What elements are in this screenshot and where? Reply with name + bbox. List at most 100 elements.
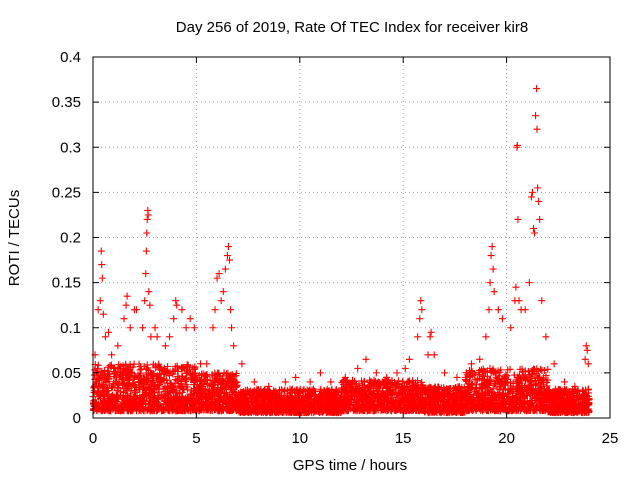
data-point	[384, 404, 392, 412]
data-point	[301, 394, 309, 402]
data-point	[153, 333, 161, 341]
data-point	[346, 380, 354, 388]
data-point	[90, 387, 98, 395]
data-point	[100, 387, 108, 395]
data-point	[153, 384, 161, 392]
data-point	[377, 407, 385, 415]
data-point	[418, 378, 426, 386]
data-point	[366, 378, 374, 386]
data-point	[149, 360, 157, 368]
data-point	[171, 395, 179, 403]
data-point	[396, 406, 404, 414]
data-point	[95, 377, 103, 385]
y-tick-label: 0.35	[52, 94, 81, 111]
data-point	[232, 370, 240, 378]
data-point	[399, 378, 407, 386]
data-point	[531, 229, 539, 237]
data-point	[532, 112, 540, 120]
data-point	[316, 387, 324, 395]
data-point	[107, 363, 115, 371]
data-point	[183, 383, 191, 391]
data-point	[95, 390, 103, 398]
chart-title: Day 256 of 2019, Rate Of TEC Index for r…	[176, 19, 528, 36]
data-point	[388, 381, 396, 389]
data-point	[529, 224, 537, 232]
data-point	[143, 229, 151, 237]
data-point	[528, 188, 536, 196]
data-point	[273, 408, 281, 416]
data-point	[583, 346, 591, 354]
data-point	[143, 215, 151, 223]
data-point	[320, 392, 328, 400]
data-point	[405, 355, 413, 363]
data-point	[119, 395, 127, 403]
data-point	[385, 389, 393, 397]
data-point	[343, 377, 351, 385]
data-point	[387, 388, 395, 396]
data-point	[210, 376, 218, 384]
data-point	[284, 397, 292, 405]
data-point	[166, 387, 174, 395]
data-point	[225, 401, 233, 409]
data-point	[294, 389, 302, 397]
data-point	[135, 360, 143, 368]
data-point	[118, 379, 126, 387]
data-point	[228, 324, 236, 332]
data-point	[104, 377, 112, 385]
data-point	[141, 387, 149, 395]
data-point	[414, 333, 422, 341]
data-point	[218, 406, 226, 414]
data-point	[226, 374, 234, 382]
data-point	[410, 396, 418, 404]
data-point	[99, 310, 107, 318]
data-point	[241, 402, 249, 410]
data-point	[384, 376, 392, 384]
data-point	[321, 403, 329, 411]
data-point	[550, 360, 558, 368]
data-point	[123, 366, 131, 374]
data-point	[290, 395, 298, 403]
data-point	[121, 396, 129, 404]
data-point	[186, 370, 194, 378]
data-point	[369, 394, 377, 402]
data-point	[394, 402, 402, 410]
data-point	[329, 395, 337, 403]
data-point	[392, 391, 400, 399]
data-point	[275, 386, 283, 394]
data-point	[96, 297, 104, 305]
data-point	[293, 400, 301, 408]
data-point	[426, 333, 434, 341]
data-point	[379, 389, 387, 397]
data-point	[161, 397, 169, 405]
data-point	[235, 407, 243, 415]
data-point	[490, 288, 498, 296]
data-point	[374, 379, 382, 387]
data-point	[183, 375, 191, 383]
data-point	[188, 371, 196, 379]
data-point	[407, 386, 415, 394]
data-point	[152, 398, 160, 406]
data-point	[274, 395, 282, 403]
data-point	[338, 399, 346, 407]
data-point	[152, 373, 160, 381]
data-point	[232, 378, 240, 386]
data-point	[108, 395, 116, 403]
data-point	[366, 406, 374, 414]
data-point	[111, 402, 119, 410]
x-tick-labels: 0 5 10 15 20 25	[89, 430, 619, 447]
data-point	[216, 392, 224, 400]
data-point	[202, 371, 210, 379]
data-point	[209, 381, 217, 389]
data-point	[380, 395, 388, 403]
data-point	[339, 378, 347, 386]
data-point	[160, 397, 168, 405]
data-point	[350, 377, 358, 385]
data-point	[235, 390, 243, 398]
data-point	[217, 297, 225, 305]
data-point	[270, 388, 278, 396]
data-point	[351, 395, 359, 403]
data-point	[95, 384, 103, 392]
data-point	[112, 377, 120, 385]
data-point	[227, 306, 235, 314]
